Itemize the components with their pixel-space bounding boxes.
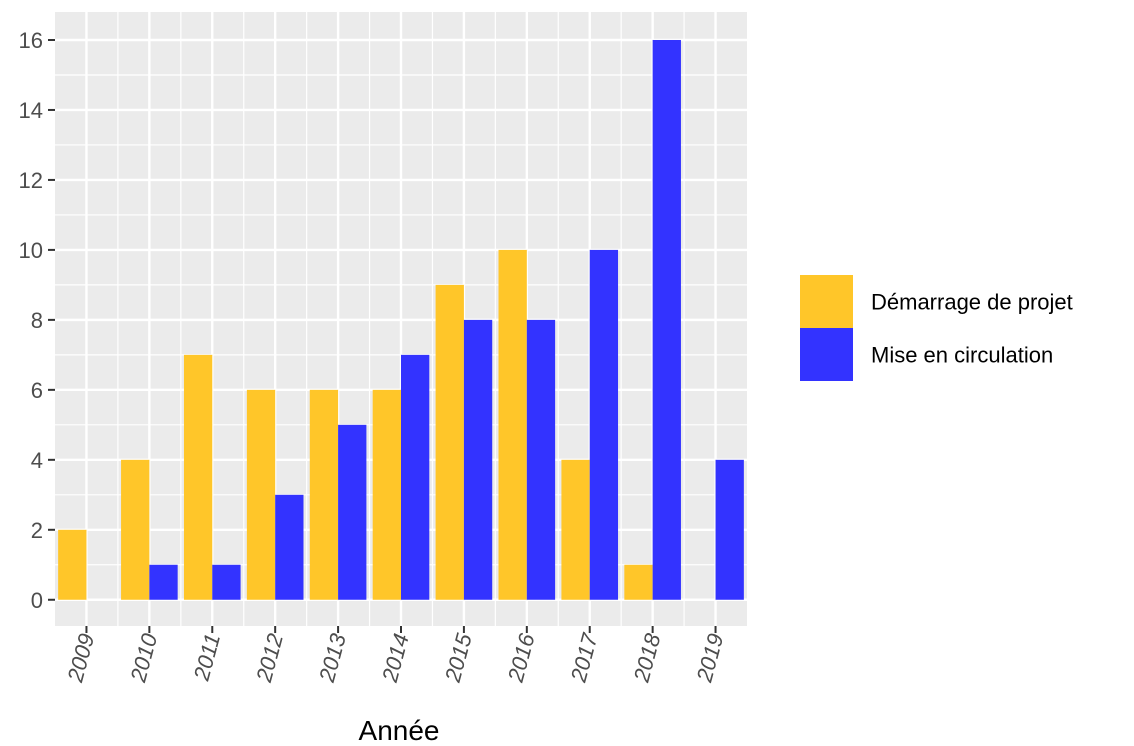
bar-demarrage-de-projet-2018 [624,564,653,600]
bar-mise-en-circulation-2010 [149,564,178,600]
bar-mise-en-circulation-2015 [463,319,493,600]
y-tick-label: 0 [31,588,43,613]
bar-mise-en-circulation-2014 [401,354,430,600]
x-tick-label: 2017 [565,630,602,685]
y-tick-label: 8 [31,308,43,333]
y-tick-label: 4 [31,448,43,473]
x-tick-label: 2009 [62,631,99,686]
bar-mise-en-circulation-2012 [275,494,304,600]
bar-demarrage-de-projet-2017 [561,459,590,600]
legend-key-mise-en-circulation [800,328,853,381]
bar-demarrage-de-projet-2013 [309,389,339,600]
bar-mise-en-circulation-2013 [338,424,367,600]
bar-demarrage-de-projet-2014 [372,389,401,600]
y-tick-label: 2 [31,518,43,543]
bar-demarrage-de-projet-2016 [498,249,527,600]
bar-mise-en-circulation-2019 [715,459,744,600]
y-tick-label: 14 [19,98,43,123]
bar-mise-en-circulation-2011 [212,564,241,600]
bar-mise-en-circulation-2017 [589,249,619,600]
bar-demarrage-de-projet-2012 [246,389,276,600]
legend-key-demarrage-de-projet [800,275,853,328]
legend-label-demarrage-de-projet: Démarrage de projet [871,290,1073,315]
bars [58,39,744,600]
bar-mise-en-circulation-2018 [652,39,681,600]
x-tick-label: 2018 [628,630,665,685]
bar-demarrage-de-projet-2011 [183,354,213,600]
x-tick-label: 2013 [314,630,351,685]
x-tick-label: 2011 [188,631,225,684]
x-tick-label: 2019 [691,631,728,686]
y-axis-ticks: 0 2 4 6 8 10 12 14 16 [19,28,55,613]
legend: Démarrage de projet Mise en circulation [800,275,1073,381]
y-tick-label: 12 [19,168,43,193]
y-tick-label: 16 [19,28,43,53]
x-tick-label: 2012 [251,631,288,686]
legend-label-mise-en-circulation: Mise en circulation [871,343,1053,368]
x-axis-ticks: 2009 2010 2011 2012 2013 2014 2015 2016 2017 2018… [62,626,728,686]
bar-demarrage-de-projet-2010 [121,459,150,600]
x-tick-label: 2010 [125,630,162,685]
y-tick-label: 6 [31,378,43,403]
y-tick-label: 10 [19,238,43,263]
x-tick-label: 2014 [377,631,414,686]
bar-demarrage-de-projet-2009 [58,529,87,600]
x-tick-label: 2016 [503,630,540,685]
x-axis-title: Année [359,715,440,746]
x-tick-label: 2015 [440,630,477,685]
bar-demarrage-de-projet-2015 [435,284,464,600]
bar-mise-en-circulation-2016 [526,319,556,600]
